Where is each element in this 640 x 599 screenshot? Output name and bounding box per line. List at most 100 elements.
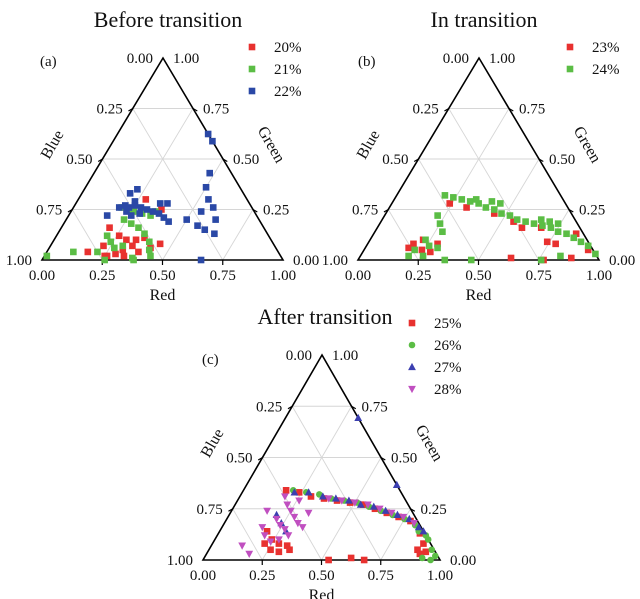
data-point xyxy=(446,200,454,207)
data-point xyxy=(350,499,359,507)
grid-line xyxy=(448,108,540,261)
data-point xyxy=(416,550,424,558)
grid xyxy=(387,108,570,261)
data-point xyxy=(497,200,504,207)
data-point xyxy=(467,256,475,264)
tick-mark xyxy=(508,107,514,112)
tick-marks xyxy=(228,405,416,565)
data-point xyxy=(123,236,130,244)
data-point xyxy=(103,212,111,219)
series-27% xyxy=(272,413,428,535)
data-point xyxy=(411,246,418,254)
data-point xyxy=(194,222,201,229)
data-point xyxy=(428,546,436,554)
data-point xyxy=(547,224,555,231)
data-point xyxy=(281,493,289,501)
data-point xyxy=(145,238,153,246)
data-point xyxy=(245,550,254,558)
data-point xyxy=(566,43,574,51)
red-axis-tick-label: 0.00 xyxy=(190,568,216,584)
legend-entry: 26% xyxy=(434,338,462,354)
data-point xyxy=(592,250,599,258)
panel-label: (c) xyxy=(202,352,219,368)
blue-axis-tick-label: 0.00 xyxy=(443,51,469,67)
data-point xyxy=(147,212,154,219)
data-point xyxy=(248,43,256,51)
data-point xyxy=(572,230,580,238)
data-point xyxy=(392,480,401,489)
data-point xyxy=(106,224,113,231)
grid-line xyxy=(291,406,382,561)
data-point xyxy=(387,509,396,517)
blue-axis-tick-label: 0.50 xyxy=(382,152,408,168)
blue-axis-title: Blue xyxy=(38,127,68,162)
data-point xyxy=(552,240,559,248)
data-point xyxy=(408,362,416,371)
grid-line xyxy=(261,406,352,561)
red-axis-tick-label: 1.00 xyxy=(427,568,453,584)
panel-label: (a) xyxy=(40,54,57,70)
data-point xyxy=(120,252,128,260)
data-point xyxy=(272,515,281,524)
data-point xyxy=(304,509,313,517)
data-point xyxy=(293,520,302,528)
data-point xyxy=(282,487,290,494)
data-point xyxy=(475,200,482,207)
data-point xyxy=(258,524,267,532)
data-points xyxy=(43,130,219,264)
data-point xyxy=(325,556,332,564)
data-point xyxy=(304,488,313,496)
red-axis-tick-label: 0.00 xyxy=(29,268,55,284)
data-point xyxy=(135,248,142,256)
tick-mark xyxy=(222,158,228,163)
tick-mark xyxy=(568,208,574,213)
data-point xyxy=(115,232,123,240)
data-point xyxy=(197,256,205,264)
series-28% xyxy=(238,493,418,558)
data-point xyxy=(267,546,274,554)
data-point xyxy=(434,240,441,248)
data-point xyxy=(490,210,498,217)
green-axis-tick-label: 1.00 xyxy=(173,51,199,67)
data-point xyxy=(420,540,427,547)
data-point xyxy=(283,542,291,549)
data-point xyxy=(205,196,212,203)
tick-mark xyxy=(351,405,357,410)
red-axis-tick-label: 0.50 xyxy=(149,268,175,284)
data-point xyxy=(204,130,212,138)
legend-entry: 24% xyxy=(592,62,620,78)
data-point xyxy=(570,234,578,242)
tick-mark xyxy=(67,208,73,213)
data-point xyxy=(263,528,271,535)
data-point xyxy=(145,246,153,254)
data-point xyxy=(134,186,141,193)
data-point xyxy=(115,204,123,211)
legend-entry: 25% xyxy=(434,316,462,332)
red-axis-tick-label: 0.75 xyxy=(526,268,552,284)
legend: 20% 21% 22% xyxy=(248,40,302,100)
ternary-panel-2: 0.00 0.25 0.50 0.75 1.000.000.250.500.751.00… xyxy=(322,7,636,304)
data-point xyxy=(436,220,444,227)
data-point xyxy=(431,552,439,560)
green-axis-tick-label: 0.75 xyxy=(519,102,545,118)
data-point xyxy=(510,218,517,225)
data-point xyxy=(539,222,546,229)
data-point xyxy=(427,556,434,564)
data-point xyxy=(554,220,562,227)
data-point xyxy=(488,198,496,205)
data-point xyxy=(248,87,256,95)
red-axis-title: Red xyxy=(309,587,335,599)
data-point xyxy=(463,204,470,211)
data-point xyxy=(129,254,136,262)
data-point xyxy=(261,540,268,547)
panel-label: (b) xyxy=(358,54,376,70)
green-axis-tick-label: 0.00 xyxy=(609,253,635,269)
data-point xyxy=(414,523,423,531)
grid-line xyxy=(538,209,570,261)
data-point xyxy=(149,208,157,215)
red-axis-tick-label: 0.25 xyxy=(89,268,115,284)
grid-line xyxy=(222,209,254,261)
data-point xyxy=(360,556,368,564)
data-point xyxy=(345,496,353,504)
data-point xyxy=(295,497,304,505)
